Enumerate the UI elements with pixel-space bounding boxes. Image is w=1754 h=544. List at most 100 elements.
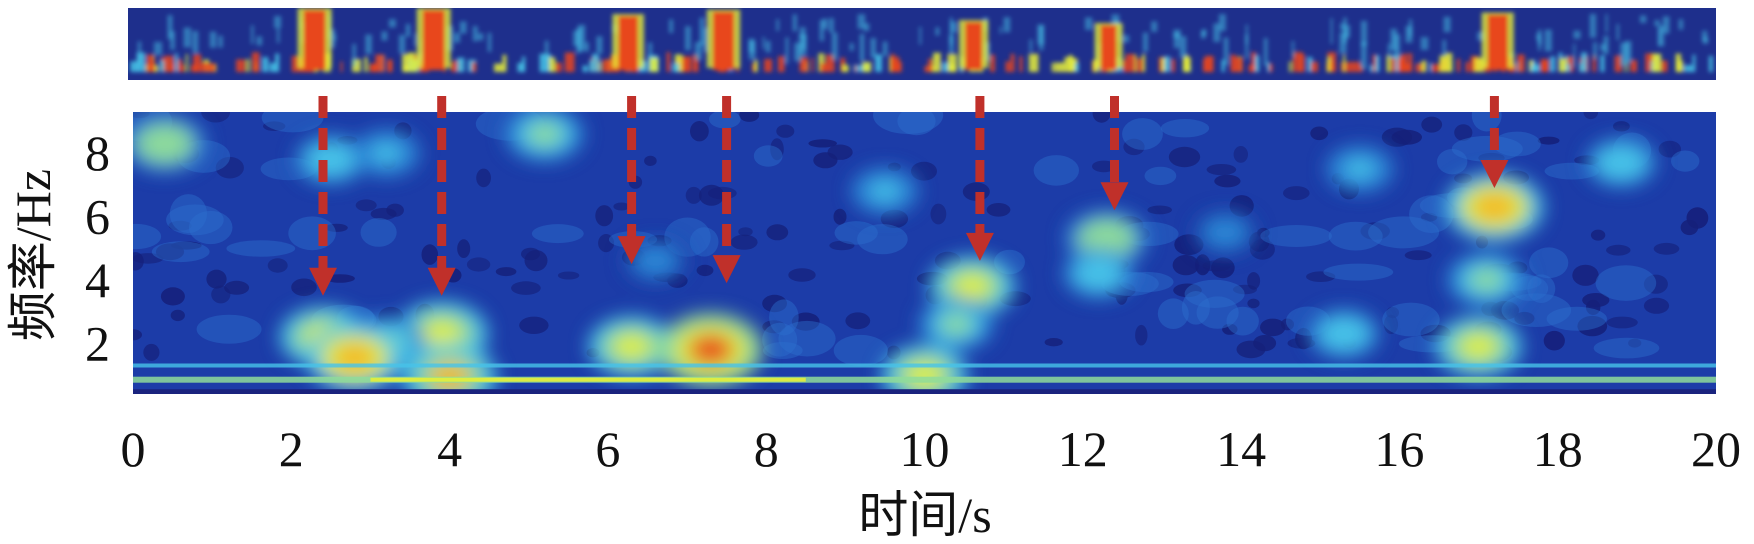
texture-spot	[421, 244, 439, 265]
strip-noise	[402, 54, 410, 72]
strip-noise	[1184, 55, 1189, 72]
texture-spot	[1249, 239, 1275, 260]
band-fundamental-peak	[370, 377, 806, 382]
x-tick-label: 2	[279, 421, 304, 477]
texture-spot	[495, 267, 517, 277]
strip-noise	[841, 65, 849, 72]
strip-speckle	[1443, 16, 1451, 33]
strip-noise	[387, 60, 393, 72]
strip-speckle	[1702, 30, 1708, 42]
texture-patch	[1181, 291, 1210, 325]
x-tick-label: 4	[437, 421, 462, 477]
texture-spot	[1658, 140, 1682, 158]
texture-patch	[360, 218, 397, 247]
texture-spot	[1582, 293, 1610, 308]
strip-speckle	[333, 34, 337, 41]
texture-patch	[709, 112, 741, 129]
strip-noise	[928, 58, 933, 72]
texture-spot	[1233, 284, 1257, 295]
texture-spot	[1613, 121, 1630, 132]
strip-speckle	[685, 26, 691, 51]
texture-spot	[1628, 338, 1642, 348]
strip-speckle	[405, 23, 411, 37]
texture-spot	[1214, 174, 1241, 188]
texture-spot	[1172, 254, 1200, 276]
y-tick-label: 4	[85, 252, 110, 308]
wavelet-spectrogram	[133, 112, 1716, 394]
texture-spot	[1543, 330, 1565, 351]
strip-noise	[1559, 58, 1567, 72]
strip-speckle	[1654, 20, 1660, 27]
strip-noise	[1652, 53, 1662, 72]
texture-patch	[873, 112, 944, 135]
strip-speckle	[1678, 19, 1684, 30]
strip-noise	[1581, 52, 1587, 72]
strip-noise	[146, 54, 155, 72]
texture-patch	[261, 112, 324, 133]
texture-spot	[1421, 212, 1438, 222]
texture-spot	[1680, 219, 1699, 236]
strip-noise	[364, 57, 368, 72]
strip-speckle	[703, 27, 708, 52]
texture-spot	[788, 268, 816, 282]
strip-noise	[151, 61, 155, 72]
strip-noise	[452, 60, 462, 72]
strip-speckle	[785, 37, 789, 64]
texture-patch	[1544, 162, 1600, 180]
texture-patch	[762, 342, 803, 359]
strip-noise	[340, 61, 343, 72]
strip-noise	[403, 65, 409, 72]
strip-speckle	[454, 32, 461, 43]
band-floor	[133, 389, 1716, 394]
strip-burst	[303, 10, 326, 70]
strip-speckle	[950, 21, 957, 33]
texture-spot	[808, 139, 837, 148]
strip-speckle	[1291, 41, 1295, 58]
texture-patch	[226, 240, 296, 257]
strip-noise	[1019, 56, 1023, 72]
x-tick-label: 8	[754, 421, 779, 477]
texture-spot	[762, 320, 786, 334]
strip-noise	[1292, 52, 1303, 72]
spectral-feature	[1473, 192, 1516, 222]
strip-speckle	[776, 19, 780, 31]
texture-patch	[133, 223, 162, 250]
texture-spot	[1583, 112, 1599, 120]
strip-speckle	[137, 41, 142, 67]
strip-speckle	[792, 14, 797, 32]
strip-noise	[1661, 60, 1668, 72]
strip-speckle	[183, 27, 191, 48]
strip-speckle	[1142, 32, 1149, 52]
strip-noise	[190, 64, 199, 72]
x-axis-label: 时间/s	[858, 487, 991, 543]
texture-spot	[1135, 324, 1148, 346]
strip-speckle	[1218, 14, 1226, 31]
texture-spot	[613, 202, 630, 211]
strip-noise	[1614, 55, 1622, 72]
strip-speckle	[1477, 32, 1486, 41]
strip-speckle	[1573, 43, 1576, 68]
strip-noise	[262, 57, 269, 72]
texture-spot	[224, 280, 250, 295]
texture-patch	[833, 334, 888, 367]
texture-spot	[1092, 112, 1111, 123]
texture-spot	[595, 205, 614, 227]
texture-spot	[1360, 222, 1390, 240]
texture-patch	[1529, 247, 1569, 279]
strip-noise	[1421, 60, 1427, 72]
strip-noise	[1692, 54, 1696, 72]
texture-spot	[1195, 254, 1211, 276]
strip-speckle	[1343, 17, 1347, 44]
strip-noise	[811, 57, 814, 72]
texture-spot	[215, 156, 244, 179]
strip-speckle	[863, 23, 870, 32]
strip-speckle	[694, 42, 702, 60]
strip-speckle	[251, 25, 254, 44]
strip-speckle	[276, 28, 280, 43]
spectral-feature	[1345, 159, 1375, 179]
strip-noise	[193, 54, 202, 72]
strip-speckle	[1360, 42, 1367, 70]
strip-noise	[1350, 61, 1361, 72]
strip-speckle	[1600, 43, 1606, 52]
strip-noise	[409, 59, 418, 72]
